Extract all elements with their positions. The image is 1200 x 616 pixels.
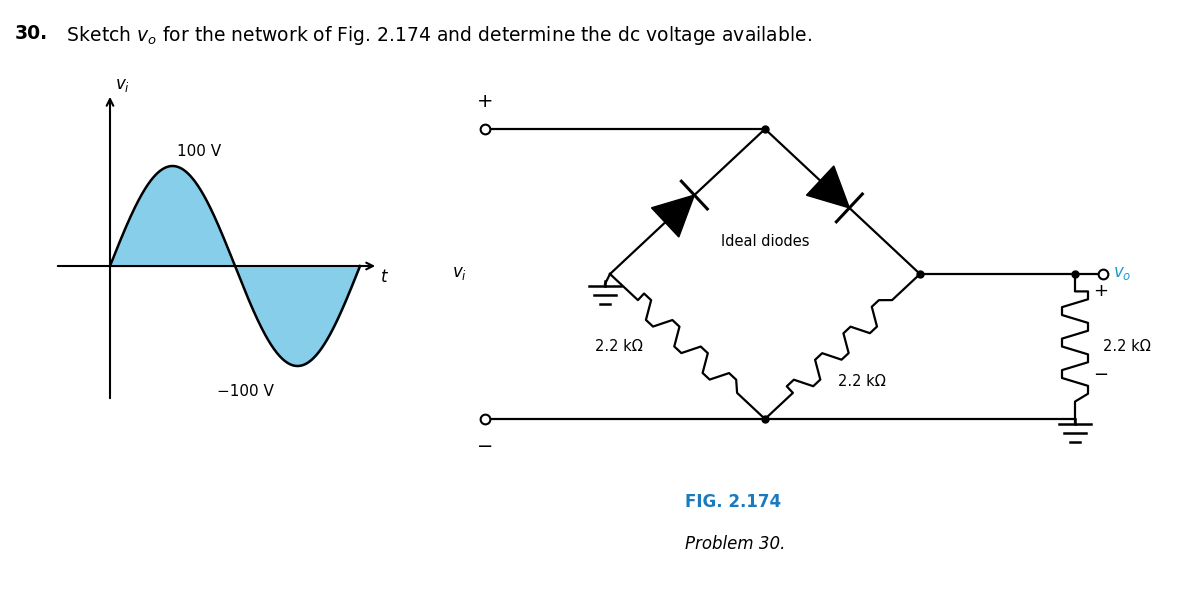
Text: −: − bbox=[1093, 366, 1108, 384]
Text: $t$: $t$ bbox=[380, 269, 389, 286]
Text: Ideal diodes: Ideal diodes bbox=[721, 234, 809, 249]
Polygon shape bbox=[652, 195, 695, 237]
Text: 2.2 kΩ: 2.2 kΩ bbox=[838, 375, 886, 389]
Text: +: + bbox=[476, 92, 493, 111]
Text: FIG. 2.174: FIG. 2.174 bbox=[685, 493, 781, 511]
Text: 30.: 30. bbox=[14, 24, 48, 43]
Text: 2.2 kΩ: 2.2 kΩ bbox=[1103, 339, 1151, 354]
Text: −: − bbox=[476, 437, 493, 456]
Text: Problem 30.: Problem 30. bbox=[685, 535, 785, 553]
Text: $v_i$: $v_i$ bbox=[452, 265, 467, 283]
Text: −100 V: −100 V bbox=[217, 384, 275, 399]
Text: $v_o$: $v_o$ bbox=[1114, 265, 1132, 283]
Text: +: + bbox=[1093, 282, 1108, 300]
Text: 2.2 kΩ: 2.2 kΩ bbox=[595, 339, 642, 354]
Text: 100 V: 100 V bbox=[178, 144, 221, 159]
Text: Sketch $v_o$ for the network of Fig. 2.174 and determine the dc voltage availabl: Sketch $v_o$ for the network of Fig. 2.1… bbox=[55, 24, 812, 47]
Text: $v_i$: $v_i$ bbox=[115, 77, 130, 94]
Polygon shape bbox=[806, 166, 850, 208]
